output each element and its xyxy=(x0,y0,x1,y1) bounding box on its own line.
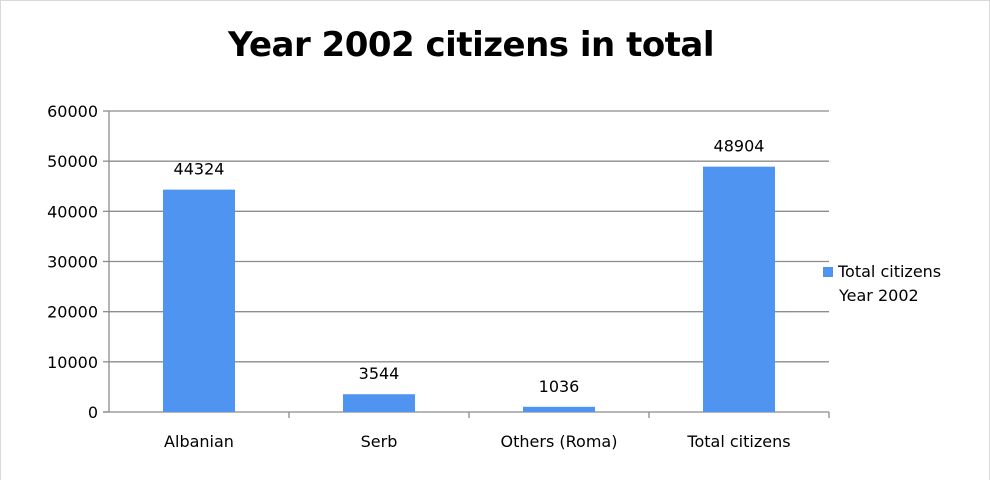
data-label: 3544 xyxy=(359,364,400,383)
y-axis-ticks: 0 10000 20000 30000 40000 50000 60000 xyxy=(47,102,98,422)
data-labels: 44324 3544 1036 48904 xyxy=(174,137,765,396)
bars xyxy=(163,166,775,412)
data-label: 48904 xyxy=(714,137,765,156)
y-tick-label: 10000 xyxy=(47,353,98,372)
data-label: 1036 xyxy=(539,377,580,396)
data-label: 44324 xyxy=(174,160,225,179)
chart-title: Year 2002 citizens in total xyxy=(227,25,715,65)
bar-serb xyxy=(343,394,415,412)
bar-albanian xyxy=(163,189,235,412)
x-tick-label: Albanian xyxy=(164,432,234,451)
x-tick-label: Others (Roma) xyxy=(501,432,618,451)
x-tick-label: Total citizens xyxy=(686,432,790,451)
y-tick-label: 30000 xyxy=(47,253,98,272)
legend-label-line1: Total citizens xyxy=(838,262,942,281)
legend: Total citizens Year 2002 xyxy=(823,260,983,308)
x-axis-ticks: Albanian Serb Others (Roma) Total citizens xyxy=(164,432,791,451)
y-tick-label: 20000 xyxy=(47,303,98,322)
bar-total-citizens xyxy=(703,166,775,412)
y-tick-label: 40000 xyxy=(47,202,98,221)
legend-label-line2: Year 2002 xyxy=(839,286,919,305)
legend-swatch xyxy=(823,267,833,277)
y-tick-label: 0 xyxy=(88,403,98,422)
bar-others-roma xyxy=(523,406,595,412)
y-tick-label: 60000 xyxy=(47,102,98,121)
x-tick-label: Serb xyxy=(361,432,398,451)
y-tick-label: 50000 xyxy=(47,152,98,171)
